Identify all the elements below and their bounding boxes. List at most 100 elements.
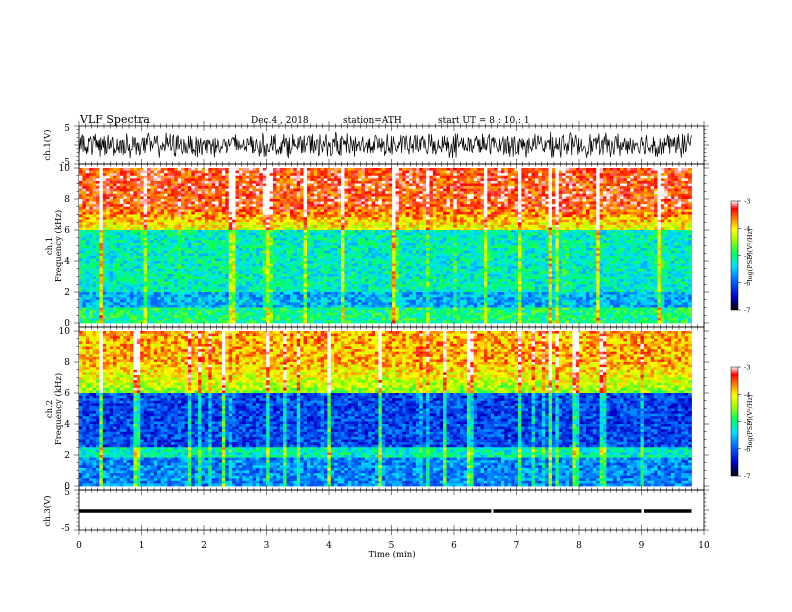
spectrogram-cell (96, 240, 100, 243)
spectrogram-cell (79, 204, 83, 207)
spectrogram-cell (123, 215, 127, 218)
spectrogram-cell (123, 173, 127, 176)
spectrogram-cell (171, 171, 175, 174)
spectrogram-cell (344, 269, 348, 272)
spectrogram-cell (256, 282, 260, 285)
spectrogram-cell (236, 256, 240, 259)
spectrogram-cell (246, 253, 250, 256)
spectrogram-cell (133, 230, 137, 233)
spectrogram-cell (348, 305, 352, 308)
spectrogram-cell (355, 184, 359, 187)
spectrogram-cell (348, 209, 352, 212)
spectrogram-cell (137, 191, 141, 194)
spectrogram-cell (133, 227, 137, 230)
spectrogram-cell (191, 186, 195, 189)
spectrogram-cell (283, 196, 287, 199)
spectrogram-cell (106, 171, 110, 174)
spectrogram-cell (191, 199, 195, 202)
spectrogram-cell (348, 240, 352, 243)
spectrogram-cell (208, 320, 212, 323)
spectrogram-cell (188, 186, 192, 189)
spectrogram-cell (249, 279, 253, 282)
spectrogram-cell (270, 287, 274, 290)
spectrogram-cell (86, 246, 90, 249)
spectrogram-cell (164, 207, 168, 210)
spectrogram-cell (314, 282, 318, 285)
spectrogram-cell (361, 168, 365, 171)
spectrogram-cell (171, 274, 175, 277)
spectrogram-cell (150, 220, 154, 223)
spectrogram-cell (191, 264, 195, 267)
spectrogram-cell (93, 289, 97, 292)
spectrogram-cell (341, 256, 345, 259)
spectrogram-cell (259, 320, 263, 323)
spectrogram-cell (215, 277, 219, 280)
spectrogram-cell (123, 212, 127, 215)
spectrogram-cell (79, 315, 83, 318)
spectrogram-cell (130, 233, 134, 236)
spectrogram-cell (123, 261, 127, 264)
spectrogram-cell (229, 194, 233, 197)
spectrogram-cell (358, 305, 362, 308)
spectrogram-cell (321, 256, 325, 259)
spectrogram-cell (93, 209, 97, 212)
spectrogram-cell (79, 261, 83, 264)
spectrogram-cell (96, 302, 100, 305)
spectrogram-cell (106, 240, 110, 243)
spectrogram-cell (331, 184, 335, 187)
spectrogram-cell (283, 315, 287, 318)
spectrogram-cell (96, 181, 100, 184)
spectrogram-cell (222, 225, 226, 228)
spectrogram-cell (355, 191, 359, 194)
spectrogram-cell (355, 302, 359, 305)
spectrogram-cell (307, 313, 311, 316)
spectrogram-cell (164, 313, 168, 316)
spectrogram-cell (164, 196, 168, 199)
spectrogram-cell (263, 209, 267, 212)
spectrogram-cell (99, 199, 103, 202)
spectrogram-cell (164, 282, 168, 285)
spectrogram-cell (232, 287, 236, 290)
spectrogram-cell (344, 189, 348, 192)
spectrogram-cell (283, 266, 287, 269)
spectrogram-cell (110, 222, 114, 225)
spectrogram-cell (239, 264, 243, 267)
spectrogram-cell (127, 264, 131, 267)
spectrogram-cell (324, 212, 328, 215)
spectrogram-cell (178, 189, 182, 192)
spectrogram-cell (137, 215, 141, 218)
spectrogram-cell (358, 230, 362, 233)
spectrogram-cell (304, 318, 308, 321)
spectrogram-cell (188, 238, 192, 241)
spectrogram-cell (93, 212, 97, 215)
spectrogram-cell (89, 251, 93, 254)
spectrogram-cell (147, 194, 151, 197)
spectrogram-cell (130, 248, 134, 251)
spectrogram-cell (259, 258, 263, 261)
spectrogram-cell (79, 227, 83, 230)
spectrogram-cell (133, 178, 137, 181)
spectrogram-cell (225, 308, 229, 311)
spectrogram-cell (178, 196, 182, 199)
spectrogram-cell (249, 202, 253, 205)
spectrogram-cell (263, 230, 267, 233)
spectrogram-cell (283, 279, 287, 282)
spectrogram-cell (327, 302, 331, 305)
spectrogram-cell (184, 292, 188, 295)
spectrogram-cell (253, 292, 257, 295)
spectrogram-cell (263, 292, 267, 295)
spectrogram-cell (110, 305, 114, 308)
spectrogram-cell (79, 222, 83, 225)
spectrogram-cell (239, 171, 243, 174)
spectrogram-cell (249, 313, 253, 316)
spectrogram-cell (253, 230, 257, 233)
spectrogram-cell (358, 300, 362, 303)
spectrogram-cell (195, 178, 199, 181)
spectrogram-cell (304, 212, 308, 215)
spectrogram-cell (99, 207, 103, 210)
spectrogram-cell (327, 222, 331, 225)
spectrogram-cell (232, 189, 236, 192)
spectrogram-cell (171, 248, 175, 251)
spectrogram-cell (256, 191, 260, 194)
spectrogram-cell (232, 173, 236, 176)
